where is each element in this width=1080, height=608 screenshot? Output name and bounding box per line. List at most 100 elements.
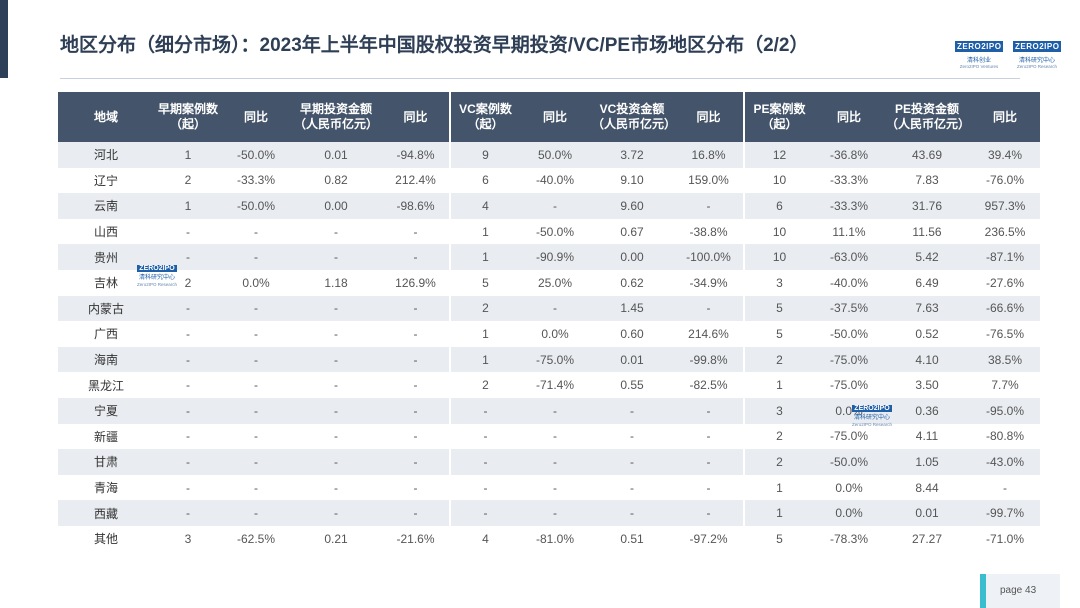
column-header: 同比 [674, 92, 744, 142]
column-header: 同比 [970, 92, 1040, 142]
table-cell: - [290, 500, 382, 526]
table-cell: 39.4% [970, 142, 1040, 168]
region-cell: 青海 [58, 474, 154, 501]
zero2ipo-research-logo: ZERO2IPO 清科研究中心 Zero2IPO Research [1013, 41, 1062, 69]
table-cell: - [154, 474, 222, 501]
title-divider [60, 78, 1020, 79]
table-cell: - [222, 423, 290, 450]
table-cell: -50.0% [814, 449, 884, 475]
logo-group: ZERO2IPO 清科创业 Zero2IPO Ventures ZERO2IPO… [955, 36, 1062, 69]
table-cell: 10 [743, 244, 814, 270]
table-cell: - [382, 423, 450, 450]
column-header: 早期投资金额（人民币亿元） [290, 92, 382, 142]
table-cell: - [290, 218, 382, 245]
table-cell: 0.00 [590, 244, 674, 270]
table-cell: - [382, 346, 450, 373]
table-cell: -71.4% [520, 372, 590, 398]
table-cell: -100.0% [674, 244, 744, 270]
table-cell: 0.52 [884, 321, 970, 347]
column-header: 同比 [520, 92, 590, 142]
table-cell: 4.11 [884, 423, 970, 450]
column-header: 同比 [814, 92, 884, 142]
table-cell: -50.0% [222, 142, 290, 168]
table-row: 广西 - - - -1 0.0% 0.60 214.6% 5 -50.0% 0.52 -76.5% [58, 321, 1040, 347]
table-cell: - [520, 423, 590, 450]
table-cell: -82.5% [674, 372, 744, 398]
table-cell: -81.0% [520, 525, 590, 552]
table-cell: 0.21 [290, 525, 382, 552]
table-cell: - [222, 218, 290, 245]
region-cell: 甘肃 [58, 449, 154, 475]
table-cell: 2 [449, 372, 520, 398]
table-cell: 12 [743, 142, 814, 168]
table-cell: - [154, 397, 222, 424]
table-cell: -94.8% [382, 142, 450, 168]
table-row: 海南 - - - -1 -75.0% 0.01 -99.8% 2 -75.0% 4.10 38.5% [58, 346, 1040, 373]
table-cell: 1 [154, 142, 222, 168]
table-cell: - [382, 372, 450, 398]
table-cell: -97.2% [674, 525, 744, 552]
zero2ipo-ventures-logo: ZERO2IPO 清科创业 Zero2IPO Ventures [955, 41, 1004, 69]
table-row: 云南 1 -50.0% 0.00 -98.6% 4-9.60-6 -33.3% 31.76 95… [58, 193, 1040, 219]
table-cell: - [290, 321, 382, 347]
region-cell: 云南 [58, 193, 154, 219]
table-cell: -78.3% [814, 525, 884, 552]
table-cell: - [590, 397, 674, 424]
region-distribution-table: 地域 早期案例数（起） 同比 早期投资金额（人民币亿元） 同比 VC案例数（起） 同比 VC投… [58, 92, 1040, 552]
table-cell: - [222, 295, 290, 322]
table-cell: -50.0% [520, 218, 590, 245]
table-cell: -33.3% [222, 167, 290, 194]
region-cell: 其他 [58, 525, 154, 552]
table-cell: 5 [743, 525, 814, 552]
page-number: page 43 [1000, 585, 1037, 596]
left-accent-bar [0, 0, 8, 78]
table-cell: - [222, 397, 290, 424]
table-cell: - [290, 474, 382, 501]
table-cell: 6 [449, 167, 520, 194]
table-cell: 2 [743, 346, 814, 373]
table-row: 其他 3 -62.5% 0.21 -21.6% 4 -81.0% 0.51 -97.2% 5 -78… [58, 525, 1040, 552]
table-cell: 214.6% [674, 321, 744, 347]
table-cell: - [520, 193, 590, 219]
table-cell: 0.01 [884, 500, 970, 526]
table-row: 青海 - - - - - - - -1 0.0% 8.44- [58, 474, 1040, 501]
table-cell: -27.6% [970, 269, 1040, 296]
table-cell: - [382, 474, 450, 501]
table-cell: 126.9% [382, 269, 450, 296]
table-cell: -87.1% [970, 244, 1040, 270]
table-cell: - [290, 397, 382, 424]
table-cell: - [520, 397, 590, 424]
table-cell: -95.0% [970, 397, 1040, 424]
table-row: 吉林 2 0.0% 1.18 126.9% 5 25.0% 0.62 -34.9% 3 -40.0%… [58, 269, 1040, 296]
table-cell: 11.56 [884, 218, 970, 245]
table-cell: 1 [449, 244, 520, 270]
table-cell: - [382, 321, 450, 347]
table-cell: 3.72 [590, 142, 674, 168]
region-cell: 西藏 [58, 500, 154, 526]
table-cell: 1 [743, 500, 814, 526]
table-cell: 1 [743, 372, 814, 398]
table-row: 新疆 - - - - - - - -2 -75.0% 4.11 -80.8% [58, 423, 1040, 450]
table-cell: - [222, 372, 290, 398]
table-cell: - [154, 295, 222, 322]
table-cell: 4.10 [884, 346, 970, 373]
table-cell: - [520, 449, 590, 475]
table-cell: 0.60 [590, 321, 674, 347]
table-cell: 1.45 [590, 295, 674, 322]
table-header-row: 地域 早期案例数（起） 同比 早期投资金额（人民币亿元） 同比 VC案例数（起） 同比 VC投… [58, 92, 1040, 142]
table-cell: - [154, 218, 222, 245]
region-cell: 辽宁 [58, 167, 154, 194]
table-cell: 6.49 [884, 269, 970, 296]
table-cell: 43.69 [884, 142, 970, 168]
table-cell: 16.8% [674, 142, 744, 168]
table-cell: 5 [449, 269, 520, 296]
table-cell: 11.1% [814, 218, 884, 245]
table-cell: - [520, 474, 590, 501]
table-cell: - [449, 423, 520, 450]
table-cell: - [154, 321, 222, 347]
table-cell: 10 [743, 218, 814, 245]
table-cell: 27.27 [884, 525, 970, 552]
table-row: 山西 - - - -1 -50.0% 0.67 -38.8% 10 11.1% 11.56 236.5… [58, 218, 1040, 245]
table-cell: - [154, 346, 222, 373]
table-cell: 1.05 [884, 449, 970, 475]
